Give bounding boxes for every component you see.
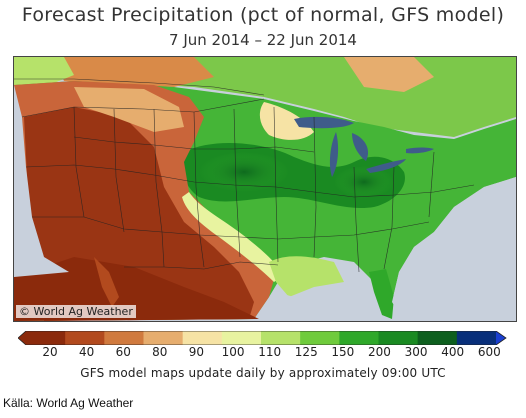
map-title: Forecast Precipitation (pct of normal, G… <box>21 4 505 26</box>
legend-label: 80 <box>152 345 168 359</box>
lake-ontario <box>406 147 434 154</box>
legend-label: 600 <box>477 345 501 359</box>
update-note: GFS model maps update daily by approxima… <box>80 366 446 380</box>
upper-midwest-yellow <box>259 102 314 140</box>
wet-core <box>199 152 289 192</box>
state-borders <box>14 78 475 273</box>
legend-label: 20 <box>42 345 58 359</box>
legend-swatch <box>456 331 497 345</box>
legend-swatch <box>182 331 223 345</box>
legend-label: 400 <box>441 345 465 359</box>
legend-swatch <box>143 331 184 345</box>
legend-arrow-right <box>496 331 506 345</box>
atlantic <box>392 177 516 321</box>
precipitation-map <box>13 56 517 322</box>
legend-swatch <box>65 331 105 345</box>
transition-band <box>182 192 284 282</box>
legend-label: 100 <box>221 345 245 359</box>
legend-label: 110 <box>258 345 282 359</box>
legend-swatch <box>26 331 66 345</box>
legend-swatch <box>300 331 340 345</box>
canada-dry-patch <box>54 57 214 87</box>
pacific <box>14 85 69 277</box>
legend-label: 300 <box>404 345 428 359</box>
canada-east-patch <box>344 57 434 92</box>
legend-swatch <box>339 331 379 345</box>
florida <box>369 269 394 319</box>
lake-michigan <box>329 132 339 177</box>
wet-core-2 <box>334 166 394 198</box>
canada-west-patch <box>14 57 74 87</box>
date-range: 7 Jun 2014 – 22 Jun 2014 <box>169 31 357 49</box>
legend-swatch <box>104 331 144 345</box>
legend-label: 200 <box>368 345 391 359</box>
baja <box>94 257 119 307</box>
legend-arrow-left <box>18 331 26 345</box>
map-credit: © World Ag Weather <box>16 305 136 318</box>
dry-west-light <box>74 87 184 132</box>
source-caption: Källa: World Ag Weather <box>3 396 134 410</box>
texas-green <box>269 256 344 297</box>
lake-huron <box>352 133 369 161</box>
legend-swatch <box>378 331 419 345</box>
legend-label: 125 <box>294 345 318 359</box>
lake-superior <box>294 116 354 129</box>
legend-label: 60 <box>115 345 131 359</box>
gulf-of-mexico <box>269 282 392 321</box>
legend-label: 40 <box>78 345 95 359</box>
legend-swatch <box>261 331 301 345</box>
legend-swatch <box>417 331 458 345</box>
legend-label: 150 <box>331 345 355 359</box>
color-legend-labels: 20 40 60 80 90 100 110 125 150 200 300 400 600 <box>0 345 526 361</box>
color-legend <box>18 331 508 345</box>
lake-erie <box>366 159 406 173</box>
legend-outline <box>18 331 507 345</box>
legend-label: 90 <box>188 345 205 359</box>
legend-swatch <box>221 331 262 345</box>
